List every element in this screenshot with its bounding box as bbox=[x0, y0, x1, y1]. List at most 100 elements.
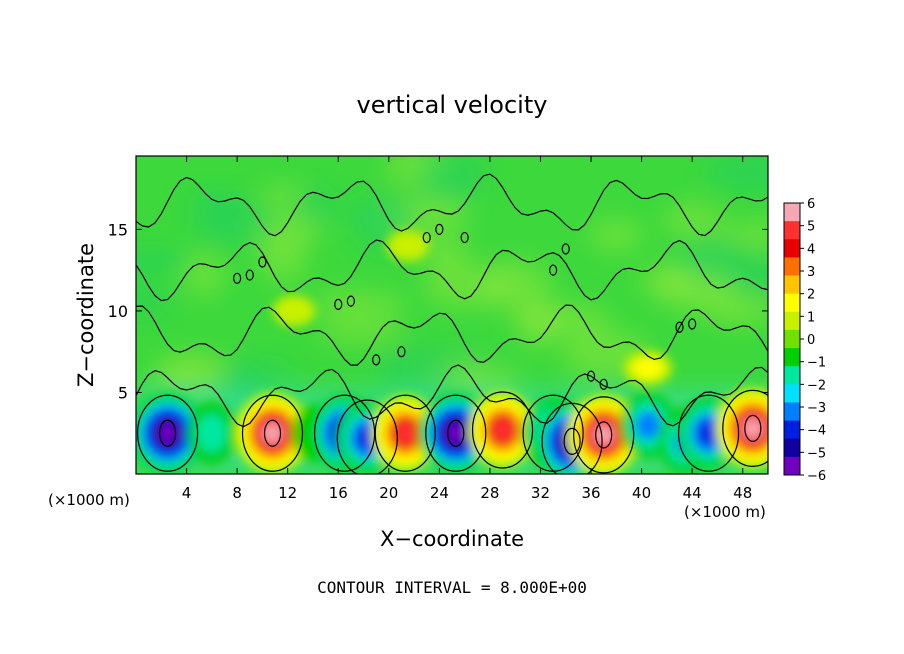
contour-loop bbox=[245, 269, 254, 281]
contour-loop bbox=[460, 231, 469, 244]
colorbar-swatch bbox=[784, 239, 800, 258]
contour-loop bbox=[425, 394, 487, 472]
colorbar-swatch bbox=[784, 384, 800, 403]
colorbar-swatch bbox=[784, 329, 800, 349]
contour-interval-label: CONTOUR INTERVAL = 8.000E+00 bbox=[317, 578, 587, 597]
colorbar-swatch bbox=[784, 275, 800, 295]
x-tick-label: 12 bbox=[278, 484, 297, 502]
background-patch bbox=[159, 358, 218, 380]
velocity-cells bbox=[136, 230, 768, 474]
colorbar-swatch bbox=[784, 221, 800, 240]
x-unit-left: (×1000 m) bbox=[48, 491, 130, 509]
contour-loop bbox=[159, 419, 177, 447]
contour-loop bbox=[471, 391, 534, 469]
contour-line bbox=[136, 364, 768, 428]
x-tick-label: 36 bbox=[581, 484, 600, 502]
velocity-cell bbox=[158, 423, 177, 444]
velocity-cell bbox=[272, 295, 316, 327]
contour-loop bbox=[241, 394, 304, 472]
colorbar-label: −5 bbox=[807, 446, 826, 461]
contour-loop bbox=[447, 419, 465, 447]
contour-loop bbox=[336, 399, 398, 474]
contour-line bbox=[136, 304, 768, 366]
background-patch bbox=[675, 236, 754, 284]
colorbar-label: −4 bbox=[807, 424, 826, 439]
velocity-cell bbox=[635, 410, 661, 440]
plot-frame bbox=[135, 155, 769, 475]
plot-area bbox=[136, 156, 768, 474]
contour-loop bbox=[688, 318, 697, 330]
background-patch bbox=[184, 253, 226, 298]
colorbar-label: 2 bbox=[807, 288, 815, 303]
background-patch bbox=[721, 221, 768, 247]
contour-line bbox=[136, 239, 768, 302]
colorbar-label: 4 bbox=[807, 242, 815, 257]
colorbar-label: 0 bbox=[807, 333, 815, 348]
velocity-cell bbox=[594, 425, 613, 445]
colorbar-label: 3 bbox=[807, 265, 815, 280]
background-patch bbox=[417, 156, 486, 203]
velocity-cell bbox=[263, 423, 282, 444]
velocity-cell bbox=[492, 419, 513, 441]
x-tick-label: 28 bbox=[480, 484, 499, 502]
contour-loop bbox=[374, 394, 436, 472]
velocity-cell bbox=[196, 414, 227, 453]
background-patch bbox=[136, 249, 195, 275]
colorbar-swatch bbox=[784, 203, 800, 222]
contour-loop bbox=[541, 402, 603, 474]
x-tick-label: 40 bbox=[632, 484, 651, 502]
velocity-cell bbox=[446, 423, 465, 444]
background-patch bbox=[517, 299, 563, 348]
colorbar-label: −2 bbox=[807, 378, 826, 393]
background-patch bbox=[193, 198, 274, 247]
y-axis-label: Z−coordinate bbox=[74, 243, 98, 387]
colorbar-label: −6 bbox=[807, 469, 826, 484]
x-tick-label: 24 bbox=[430, 484, 449, 502]
velocity-cell bbox=[386, 230, 429, 262]
colorbar-swatch bbox=[784, 311, 800, 331]
background-patch bbox=[348, 195, 419, 231]
colorbar-swatch bbox=[784, 420, 800, 440]
colorbar-swatch bbox=[784, 348, 800, 367]
contour-loop bbox=[263, 419, 282, 447]
y-axis: 5 10 15 bbox=[108, 220, 768, 402]
y-tick-label: 5 bbox=[118, 383, 128, 402]
x-axis-label: X−coordinate bbox=[380, 527, 524, 551]
contour-loop bbox=[675, 321, 684, 333]
colorbar-swatch bbox=[784, 257, 800, 277]
x-tick-label: 4 bbox=[182, 484, 192, 502]
contour-loop bbox=[563, 427, 581, 455]
background-patch bbox=[310, 290, 407, 319]
contour-loop bbox=[599, 378, 608, 390]
background-patch bbox=[377, 346, 451, 388]
velocity-cell bbox=[632, 357, 663, 379]
contour-loop bbox=[435, 223, 444, 235]
background-patch bbox=[317, 319, 405, 344]
y-tick-label: 15 bbox=[108, 220, 128, 239]
contour-line bbox=[136, 173, 768, 237]
contour-loop bbox=[397, 346, 406, 358]
background-patch bbox=[258, 237, 308, 282]
colorbar: 6 5 4 3 2 1 0 −1 −2 −3 −4 −5 −6 bbox=[783, 197, 826, 484]
background-patch bbox=[662, 202, 725, 237]
x-tick-label: 48 bbox=[733, 484, 752, 502]
contour-loop bbox=[561, 243, 570, 255]
colorbar-label: 6 bbox=[807, 197, 815, 212]
contour-loop bbox=[258, 256, 267, 268]
background-patch bbox=[588, 218, 643, 253]
colorbar-label: 1 bbox=[807, 310, 815, 325]
colorbar-label: 5 bbox=[807, 220, 815, 235]
x-unit-right: (×1000 m) bbox=[684, 503, 766, 521]
chart-title: vertical velocity bbox=[357, 91, 548, 119]
background-patch bbox=[418, 239, 474, 274]
contour-loop bbox=[334, 298, 343, 310]
contour-loop bbox=[313, 394, 376, 472]
velocity-cell bbox=[395, 422, 415, 445]
contour-loop bbox=[744, 414, 762, 442]
background-patch bbox=[705, 156, 768, 193]
colorbar-swatch bbox=[784, 456, 800, 476]
colorbar-swatch bbox=[784, 293, 800, 313]
contour-loop bbox=[372, 354, 381, 366]
contour-loop bbox=[549, 264, 558, 276]
